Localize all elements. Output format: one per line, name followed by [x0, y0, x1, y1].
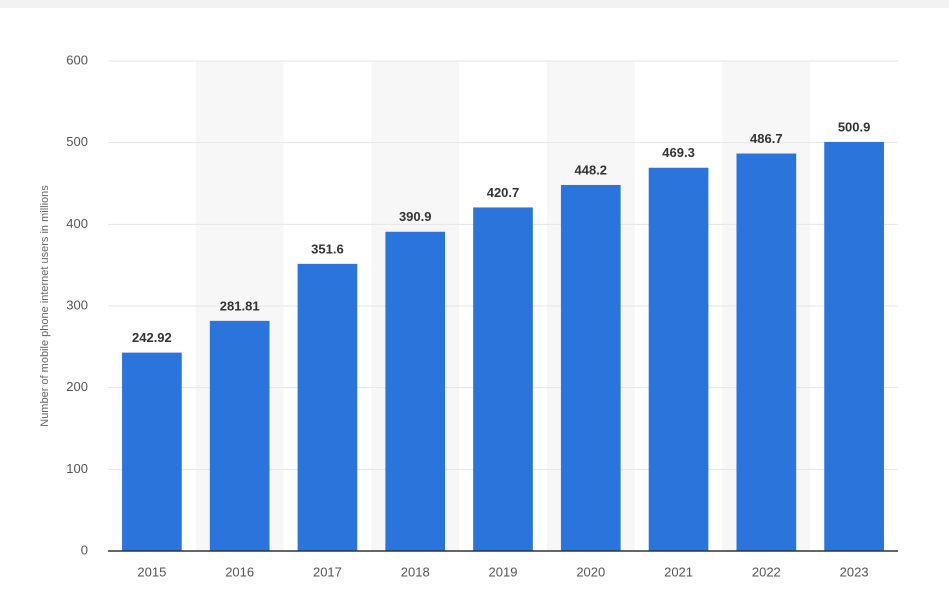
data-label: 420.7 — [487, 185, 520, 200]
y-tick-label: 0 — [81, 542, 88, 557]
x-tick-label: 2015 — [137, 564, 166, 579]
bar — [560, 184, 621, 551]
x-tick-label: 2018 — [401, 564, 430, 579]
bar — [122, 352, 182, 551]
y-tick-label: 100 — [66, 461, 88, 476]
x-tick-label: 2020 — [576, 564, 605, 579]
bar — [824, 141, 884, 551]
top-strip — [0, 0, 949, 8]
bar — [209, 320, 270, 551]
data-label: 500.9 — [838, 119, 871, 134]
bar — [648, 167, 709, 551]
bar — [385, 231, 446, 551]
x-tick-label: 2022 — [752, 564, 781, 579]
bar — [736, 153, 797, 552]
y-tick-label: 600 — [66, 52, 88, 67]
data-label: 351.6 — [311, 241, 344, 256]
y-axis-title: Number of mobile phone internet users in… — [39, 185, 51, 427]
data-label: 242.92 — [132, 330, 172, 345]
data-label: 281.81 — [220, 298, 260, 313]
x-tick-label: 2017 — [313, 564, 342, 579]
y-tick-label: 200 — [66, 379, 88, 394]
y-tick-label: 500 — [66, 134, 88, 149]
y-tick-label: 400 — [66, 216, 88, 231]
x-tick-label: 2021 — [664, 564, 693, 579]
data-label: 390.9 — [399, 209, 432, 224]
x-tick-label: 2023 — [840, 564, 869, 579]
data-label: 486.7 — [750, 131, 783, 146]
data-label: 469.3 — [662, 145, 695, 160]
x-tick-label: 2019 — [489, 564, 518, 579]
bar — [297, 263, 358, 551]
x-tick-label: 2016 — [225, 564, 254, 579]
data-label: 448.2 — [575, 162, 608, 177]
y-tick-label: 300 — [66, 297, 88, 312]
bar — [473, 207, 533, 551]
